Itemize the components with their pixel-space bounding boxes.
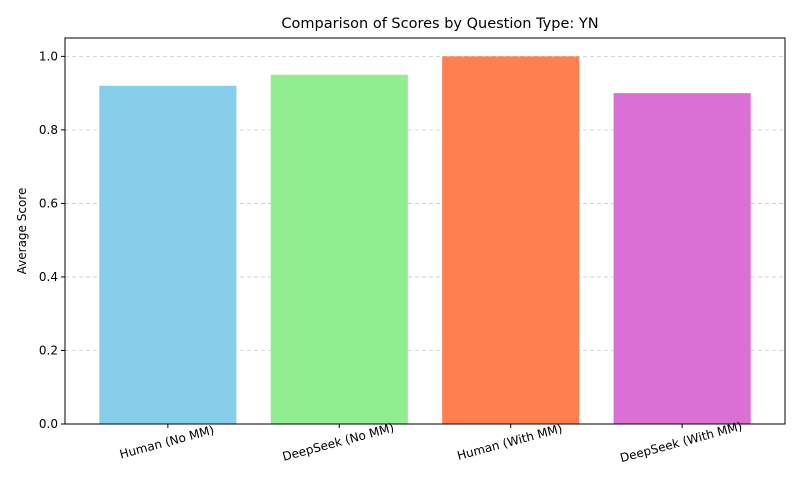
y-tick-label-2: 0.4 xyxy=(39,270,58,284)
y-tick-label-1: 0.2 xyxy=(39,343,58,357)
y-tick-label-5: 1.0 xyxy=(39,49,58,63)
y-tick-label-4: 0.8 xyxy=(39,123,58,137)
y-tick-label-0: 0.0 xyxy=(39,417,58,431)
bar-3 xyxy=(442,56,580,424)
bar-2 xyxy=(270,74,408,424)
plot-frame xyxy=(64,37,786,425)
bar-1 xyxy=(99,85,237,425)
y-axis-title: Average Score xyxy=(15,188,29,275)
y-tick-label-3: 0.6 xyxy=(39,196,58,210)
bar-4 xyxy=(613,93,751,425)
bars xyxy=(99,56,751,425)
y-axis: 0.0 0.2 0.4 0.6 0.8 1.0 xyxy=(39,49,65,431)
chart-title: Comparison of Scores by Question Type: Y… xyxy=(281,16,598,32)
